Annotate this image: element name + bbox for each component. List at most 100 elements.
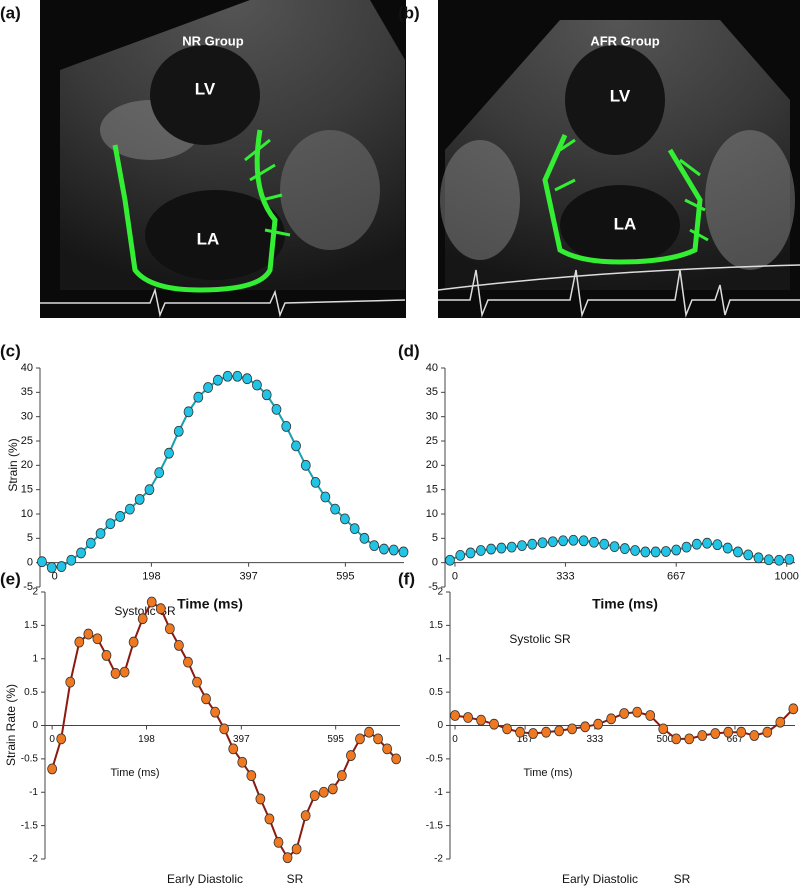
data-point <box>355 733 365 745</box>
data-point <box>300 810 311 822</box>
data-point <box>599 538 610 550</box>
data-point <box>65 676 76 688</box>
x-axis-label: Time (ms) <box>110 767 159 779</box>
data-point <box>255 793 266 805</box>
y-tick-label: 20 <box>21 459 33 471</box>
data-point <box>528 728 539 739</box>
data-point <box>681 541 692 553</box>
data-point <box>134 493 145 505</box>
data-point <box>95 528 106 539</box>
data-point <box>56 561 67 572</box>
data-point <box>252 379 262 391</box>
y-tick-label: 10 <box>21 508 33 520</box>
data-point <box>475 545 486 556</box>
data-point <box>74 636 85 648</box>
data-point <box>753 552 764 564</box>
data-point <box>273 836 284 848</box>
data-point <box>281 420 292 432</box>
panel-label: (c) <box>0 341 21 360</box>
y-tick-label: -1.5 <box>21 820 39 831</box>
data-point <box>155 603 166 615</box>
annotation: Early Diastolic <box>167 872 243 886</box>
data-point <box>320 491 331 503</box>
data-point <box>541 726 552 738</box>
data-point <box>691 538 702 550</box>
chamber-label: LV <box>610 86 631 105</box>
data-point <box>632 706 643 718</box>
x-tick-label: 333 <box>556 571 574 583</box>
data-point <box>697 730 708 741</box>
data-point <box>568 534 579 546</box>
data-point <box>445 554 455 566</box>
data-point <box>398 546 409 558</box>
x-tick-label: 198 <box>138 734 155 745</box>
y-tick-label: 0 <box>32 720 38 731</box>
data-point <box>336 770 347 781</box>
data-point <box>486 543 497 555</box>
data-point <box>702 537 712 549</box>
data-point <box>330 503 341 515</box>
x-tick-label: 0 <box>52 571 58 583</box>
data-point <box>56 733 67 745</box>
x-tick-label: 397 <box>239 571 257 583</box>
data-point <box>105 518 116 530</box>
data-point <box>463 712 473 723</box>
data-point <box>101 650 112 661</box>
y-tick-label: 35 <box>21 386 33 398</box>
data-point <box>183 656 193 668</box>
y-axis-label: Strain (%) <box>6 438 20 491</box>
data-point <box>774 554 784 566</box>
y-tick-label: 5 <box>432 532 438 544</box>
data-point <box>164 447 174 459</box>
data-point <box>619 543 630 554</box>
y-tick-label: 15 <box>426 484 438 496</box>
data-point <box>291 843 302 855</box>
panel-label: (f) <box>398 569 415 588</box>
y-tick-label: 2 <box>437 587 443 598</box>
y-tick-label: 20 <box>426 459 438 471</box>
x-axis-label: Time (ms) <box>523 767 572 779</box>
data-point <box>271 403 282 415</box>
x-tick-label: 198 <box>142 571 160 583</box>
data-point <box>300 459 311 471</box>
data-point <box>119 666 130 678</box>
data-point <box>128 636 139 648</box>
x-tick-label: 0 <box>49 734 55 745</box>
data-point <box>558 535 569 547</box>
y-tick-label: -2 <box>434 854 443 865</box>
y-tick-label: 40 <box>21 362 33 374</box>
data-point <box>146 596 157 608</box>
y-tick-label: -5 <box>23 581 33 593</box>
data-point <box>671 544 682 556</box>
annotation: SR <box>287 872 304 886</box>
y-tick-label: 1 <box>32 653 38 664</box>
x-tick-label: 667 <box>727 734 744 745</box>
data-point <box>201 693 211 705</box>
y-tick-label: 35 <box>426 386 438 398</box>
annotation: Systolic SR <box>509 632 571 646</box>
image-title: AFR Group <box>590 33 659 48</box>
data-line <box>449 539 790 562</box>
data-point <box>712 539 723 551</box>
y-tick-label: 0.5 <box>24 687 38 698</box>
data-point <box>650 546 661 558</box>
data-point <box>537 537 548 549</box>
data-point <box>110 668 121 679</box>
y-tick-label: 1 <box>437 653 443 664</box>
data-point <box>261 389 272 401</box>
data-point <box>339 513 350 525</box>
data-point <box>736 726 747 738</box>
y-tick-label: 30 <box>21 411 33 423</box>
y-axis-label: Strain Rate (%) <box>4 684 18 766</box>
data-point <box>246 770 257 781</box>
y-tick-label: -1 <box>434 787 443 798</box>
data-point <box>554 725 565 737</box>
panel-label: (e) <box>0 569 21 588</box>
data-point <box>391 753 402 765</box>
data-point <box>547 536 558 548</box>
y-tick-label: -1 <box>29 787 38 798</box>
data-point <box>671 733 682 745</box>
y-tick-label: 0 <box>27 557 33 569</box>
data-point <box>125 503 135 515</box>
